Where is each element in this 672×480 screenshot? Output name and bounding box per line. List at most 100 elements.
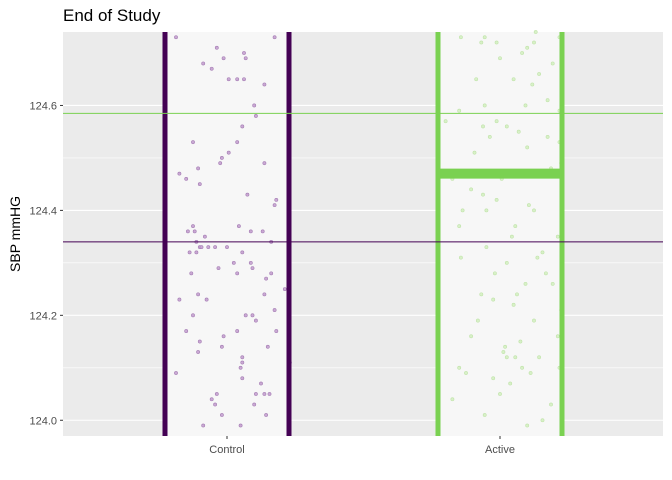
data-point [545, 98, 550, 103]
data-point [501, 350, 506, 354]
data-point [264, 276, 269, 281]
data-point [199, 245, 204, 250]
data-point [214, 45, 219, 50]
data-point [544, 271, 548, 276]
data-point [191, 313, 195, 318]
data-point [240, 355, 245, 360]
data-point [240, 250, 245, 255]
data-point [523, 103, 528, 108]
data-point [235, 329, 240, 333]
data-point [226, 150, 231, 155]
data-point [187, 250, 192, 255]
data-point [482, 103, 487, 108]
data-point [555, 234, 560, 239]
data-point [469, 334, 474, 339]
data-point [525, 45, 530, 50]
chart-title: End of Study [63, 6, 161, 25]
data-point [458, 255, 463, 260]
data-point [235, 140, 240, 145]
data-point [457, 224, 462, 229]
data-point [460, 208, 465, 213]
data-point [242, 51, 246, 55]
data-point [269, 271, 274, 276]
data-point [184, 177, 189, 181]
band-control [165, 32, 289, 436]
data-point [267, 392, 272, 396]
data-point [540, 418, 545, 423]
data-point [238, 365, 243, 370]
data-point [520, 51, 525, 55]
data-point [253, 318, 258, 323]
data-point [250, 266, 255, 271]
data-point [503, 344, 508, 349]
data-point [218, 161, 223, 166]
data-point [550, 281, 555, 286]
data-point [226, 77, 231, 82]
data-point [545, 135, 550, 139]
data-point [469, 187, 474, 192]
data-point [177, 297, 182, 302]
data-point [274, 329, 279, 333]
y-tick-label: 124.2 [29, 310, 57, 322]
data-point [516, 129, 521, 134]
data-point [272, 203, 277, 208]
data-point [540, 250, 545, 255]
data-point [474, 77, 479, 82]
data-point [528, 371, 533, 375]
data-point [498, 392, 502, 396]
data-point [184, 329, 189, 333]
data-point [177, 171, 182, 176]
data-point [504, 124, 509, 129]
data-point [240, 376, 245, 381]
data-point [458, 35, 463, 40]
data-point [520, 365, 525, 370]
data-point [484, 245, 489, 250]
data-point [479, 40, 484, 45]
data-point [231, 260, 236, 265]
data-point [482, 35, 487, 40]
data-point [457, 365, 462, 370]
data-point [265, 344, 270, 349]
data-point [243, 313, 248, 318]
y-axis-title: SBP mmHG [7, 196, 23, 272]
data-point [481, 192, 485, 197]
data-point [535, 255, 540, 260]
data-point [243, 56, 248, 61]
data-point [213, 402, 218, 407]
data-point [498, 56, 502, 61]
data-point [189, 271, 194, 276]
data-point [196, 292, 201, 297]
data-point [491, 376, 496, 381]
data-point [523, 281, 528, 286]
data-point [450, 397, 455, 402]
data-point [216, 266, 221, 271]
data-point [550, 61, 555, 66]
data-point [527, 203, 531, 208]
data-point [511, 302, 516, 307]
y-tick-label: 124.0 [29, 415, 57, 427]
data-point [264, 413, 269, 417]
data-point [555, 334, 560, 339]
data-point [533, 30, 538, 34]
data-point [492, 271, 497, 276]
data-point [201, 423, 206, 428]
data-point [532, 208, 536, 213]
data-point [204, 297, 209, 302]
data-point [248, 260, 253, 265]
data-point [185, 229, 190, 234]
data-point [487, 135, 492, 139]
data-point [196, 166, 201, 171]
data-point [513, 224, 518, 229]
data-point [206, 245, 211, 250]
data-point [481, 124, 485, 129]
data-point [532, 318, 536, 323]
data-point [537, 72, 542, 76]
data-point [174, 35, 178, 40]
data-point [282, 287, 287, 291]
data-point [482, 413, 487, 417]
data-point [549, 402, 553, 407]
data-point [219, 413, 224, 417]
data-point [219, 344, 224, 349]
data-point [240, 124, 245, 129]
data-point [518, 339, 523, 344]
